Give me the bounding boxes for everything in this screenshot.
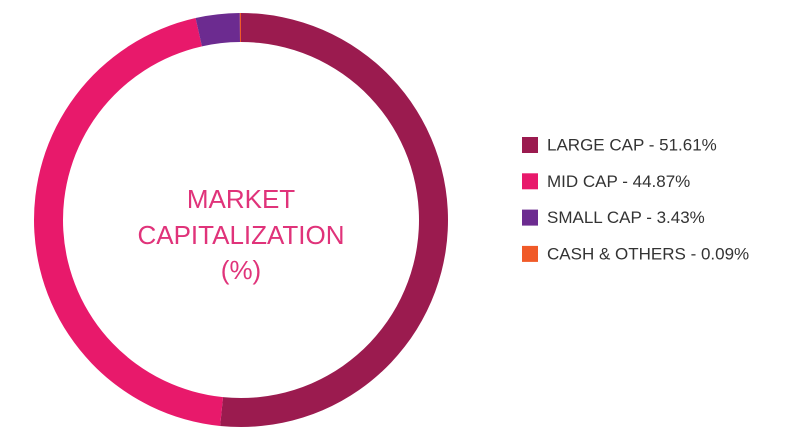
legend-swatch — [522, 209, 538, 226]
legend-label: SMALL CAP - 3.43% — [547, 208, 705, 227]
legend-swatch — [522, 173, 538, 190]
legend-label: CASH & OTHERS - 0.09% — [547, 244, 749, 263]
center-title: MARKET CAPITALIZATION (%) — [137, 184, 344, 285]
donut-segment — [220, 13, 448, 427]
donut-segment — [34, 18, 224, 426]
legend-label: MID CAP - 44.87% — [547, 172, 690, 191]
center-title-line: MARKET — [187, 184, 295, 214]
legend-swatch — [522, 137, 538, 153]
center-title-line: (%) — [221, 255, 261, 285]
donut-segment — [195, 13, 240, 47]
center-title-line: CAPITALIZATION — [137, 220, 344, 250]
legend-swatch — [522, 245, 538, 262]
donut-segment — [239, 13, 241, 43]
legend-label: LARGE CAP - 51.61% — [547, 135, 717, 154]
